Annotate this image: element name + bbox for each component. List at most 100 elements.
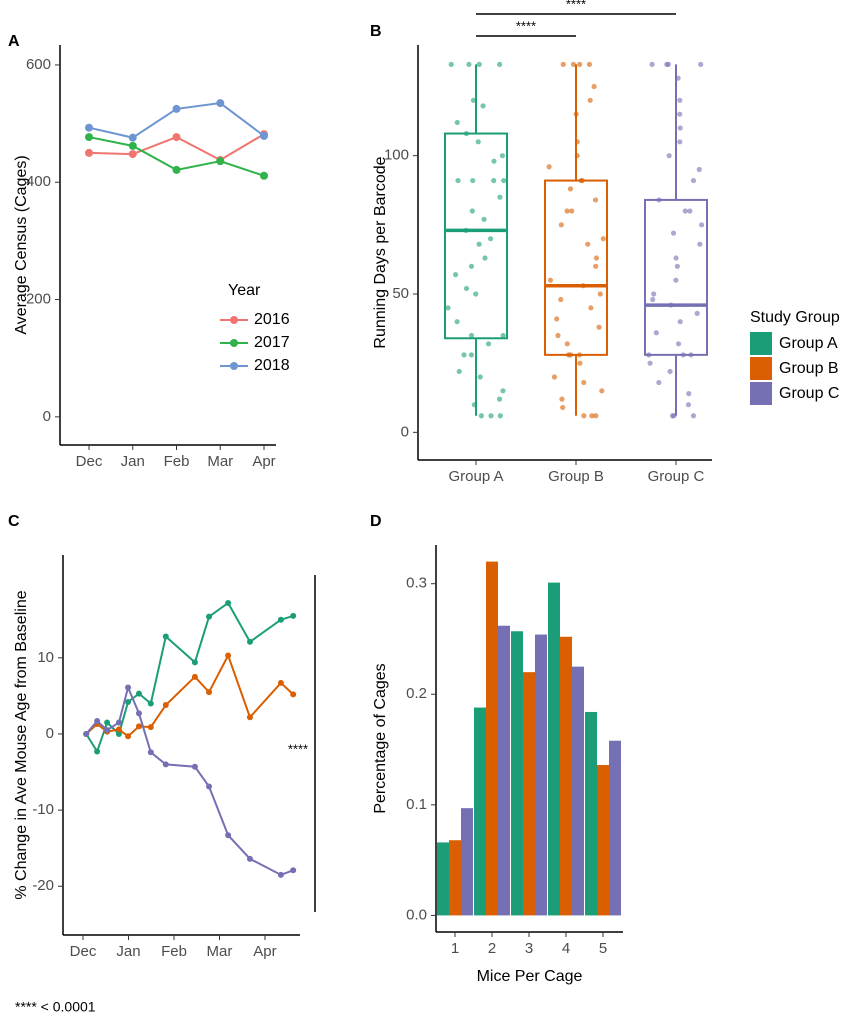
data-point <box>191 763 198 770</box>
jitter-point <box>555 332 561 339</box>
y-tick-label: 0 <box>43 408 51 425</box>
jitter-point <box>454 119 460 126</box>
jitter-point <box>651 291 657 297</box>
jitter-point <box>673 277 679 283</box>
data-point <box>125 698 132 705</box>
jitter-point <box>491 158 497 164</box>
legend-label: 2017 <box>254 334 290 351</box>
jitter-point <box>560 61 566 67</box>
data-point <box>246 855 253 862</box>
jitter-point <box>497 194 503 200</box>
jitter-point <box>551 374 558 380</box>
data-point <box>94 748 101 755</box>
y-tick-label: 50 <box>392 285 409 302</box>
significance-label: **** <box>288 741 308 756</box>
jitter-point <box>593 413 599 419</box>
x-tick-label: 1 <box>451 940 459 957</box>
jitter-point <box>664 61 670 67</box>
data-point <box>172 133 181 142</box>
series-line <box>85 684 294 876</box>
data-point <box>94 718 101 725</box>
legend-label: Group B <box>779 360 839 377</box>
jitter-point <box>445 305 451 311</box>
bar <box>597 765 609 916</box>
jitter-point <box>669 413 676 419</box>
y-tick-label: 0.3 <box>406 575 427 592</box>
data-point <box>246 714 253 721</box>
legend-swatch <box>750 382 772 405</box>
jitter-point <box>476 241 482 247</box>
jitter-point <box>468 352 475 358</box>
bar <box>474 707 486 916</box>
data-point <box>206 613 213 620</box>
box <box>544 179 608 356</box>
y-axis-title: Percentage of Cages <box>372 663 389 813</box>
jitter-point <box>497 61 503 67</box>
x-tick-label: Group C <box>648 468 705 485</box>
box <box>644 198 708 356</box>
bar <box>449 840 461 916</box>
jitter-point <box>587 97 593 103</box>
y-tick-label: 400 <box>26 173 51 190</box>
data-point <box>147 749 154 756</box>
jitter-point <box>600 236 606 242</box>
x-tick-label: Dec <box>70 943 97 960</box>
jitter-point <box>554 316 560 322</box>
jitter-point <box>476 61 482 67</box>
y-axis-title: Average Census (Cages) <box>13 155 30 334</box>
jitter-point <box>558 222 564 228</box>
bar <box>560 636 572 916</box>
jitter-point <box>482 255 488 261</box>
y-tick-label: 200 <box>26 291 51 308</box>
data-point <box>290 612 297 619</box>
panel-label: C <box>8 513 20 530</box>
y-tick-label: -20 <box>32 877 54 894</box>
jitter-point <box>501 177 507 184</box>
jitter-point <box>477 374 483 380</box>
jitter-point <box>690 413 697 419</box>
jitter-point <box>666 153 672 159</box>
data-point <box>246 638 253 645</box>
data-point <box>85 133 93 142</box>
jitter-point <box>592 197 599 203</box>
jitter-point <box>591 83 597 90</box>
jitter-point <box>673 255 679 261</box>
y-axis-title: % Change in Ave Mouse Age from Baseline <box>13 590 30 899</box>
jitter-point <box>674 263 680 269</box>
bar <box>585 711 597 916</box>
x-tick-label: Jan <box>116 943 140 960</box>
data-point <box>115 726 122 733</box>
footnote: **** < 0.0001 <box>15 999 96 1015</box>
legend-title: Year <box>228 282 261 299</box>
jitter-point <box>500 388 506 394</box>
data-point <box>162 702 169 709</box>
jitter-point <box>581 379 587 386</box>
jitter-point <box>597 291 603 297</box>
jitter-point <box>570 61 577 67</box>
jitter-point <box>677 319 683 325</box>
data-point <box>135 723 142 730</box>
jitter-point <box>677 125 683 131</box>
data-point <box>135 710 142 717</box>
box <box>444 132 508 340</box>
x-tick-label: Group B <box>548 468 604 485</box>
jitter-point <box>677 97 683 103</box>
y-tick-label: -10 <box>32 801 54 818</box>
jitter-point <box>470 97 476 103</box>
data-point <box>216 157 225 166</box>
x-tick-label: Mar <box>207 453 233 470</box>
legend-label: 2018 <box>254 357 290 374</box>
data-point <box>85 123 93 132</box>
jitter-point <box>560 404 566 411</box>
y-tick-label: 600 <box>26 56 51 73</box>
jitter-point <box>682 208 688 214</box>
jitter-point <box>499 153 506 159</box>
y-tick-label: 100 <box>384 147 409 164</box>
jitter-point <box>577 61 583 67</box>
data-point <box>290 867 297 874</box>
legend-label: Group A <box>779 335 838 352</box>
jitter-point <box>454 319 460 325</box>
data-point <box>216 99 225 108</box>
legend-dot <box>230 316 238 324</box>
jitter-point <box>481 216 487 222</box>
